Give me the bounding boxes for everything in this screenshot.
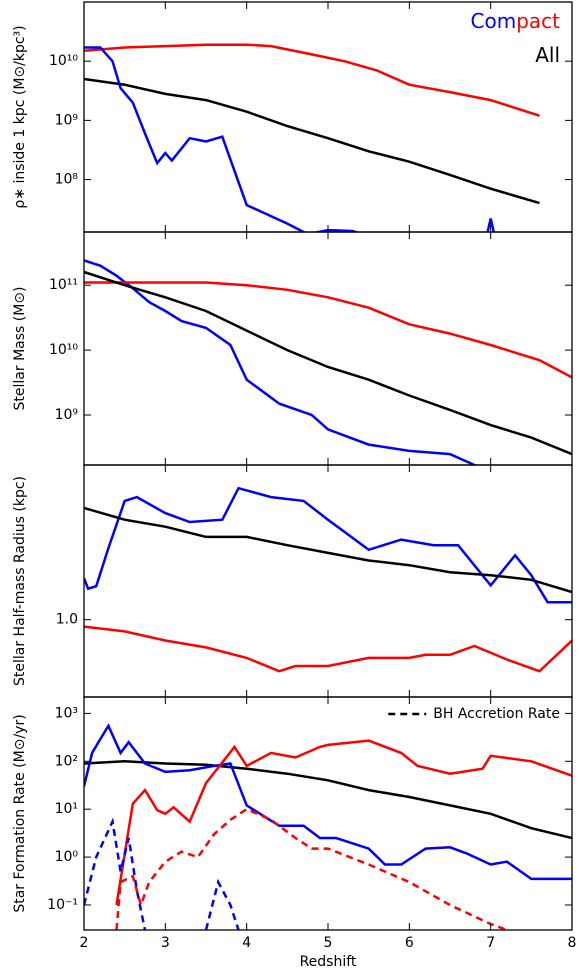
plot-area <box>84 43 540 232</box>
y-tick-label: 10⁹ <box>55 407 79 423</box>
legend-text: All <box>535 43 560 67</box>
line <box>84 625 572 673</box>
line <box>115 739 572 906</box>
line <box>84 281 572 379</box>
y-tick-label: 10³ <box>55 705 78 721</box>
y-axis-label: Stellar Mass (M⊙) <box>12 287 28 411</box>
x-tick-label: 2 <box>80 935 89 951</box>
legend-text: Com <box>471 9 517 33</box>
line <box>84 43 540 117</box>
x-tick-label: 3 <box>161 935 170 951</box>
y-tick-label: 10⁻¹ <box>47 897 78 913</box>
x-tick-label: 4 <box>242 935 251 951</box>
legend-text: pact <box>516 9 560 33</box>
plot-area <box>84 259 572 465</box>
y-tick-label: 1.0 <box>56 612 78 628</box>
line <box>84 270 572 456</box>
axes-frame <box>83 464 573 698</box>
legend-entry: BH Accretion Rate <box>433 706 560 722</box>
y-tick-label: 10¹¹ <box>49 277 78 293</box>
x-tick-label: 8 <box>568 935 577 951</box>
x-tick-label: 6 <box>405 935 414 951</box>
plot-area <box>84 723 572 930</box>
line <box>84 46 496 232</box>
y-tick-label: 10⁸ <box>55 172 79 188</box>
line <box>84 77 540 205</box>
line <box>84 506 572 594</box>
plot-area <box>84 486 572 673</box>
y-tick-label: 10¹⁰ <box>49 53 78 69</box>
line <box>84 723 572 881</box>
line <box>84 760 572 840</box>
x-tick-label: 5 <box>324 935 333 951</box>
x-tick-label: 7 <box>486 935 495 951</box>
y-tick-label: 10¹ <box>55 801 78 817</box>
y-axis-label: ρ∗ inside 1 kpc (M⊙/kpc³) <box>12 25 28 208</box>
y-tick-label: 10¹⁰ <box>49 342 78 358</box>
dashed-line <box>115 807 508 930</box>
y-tick-label: 10⁹ <box>55 112 79 128</box>
dashed-line <box>84 817 240 930</box>
legend-entry: All <box>535 43 560 67</box>
x-axis-label: Redshift <box>300 954 357 970</box>
legend-text: BH Accretion Rate <box>433 706 560 722</box>
legend-entry: Compact <box>471 9 561 33</box>
y-tick-label: 10⁰ <box>55 849 79 865</box>
y-axis-label: Star Formation Rate (M⊙/yr) <box>12 714 28 912</box>
axes-frame <box>83 1 573 233</box>
y-axis-label: Stellar Half-mass Radius (kpc) <box>12 476 28 686</box>
line <box>84 486 572 604</box>
y-tick-label: 10² <box>55 753 78 769</box>
axes-frame <box>83 696 573 931</box>
